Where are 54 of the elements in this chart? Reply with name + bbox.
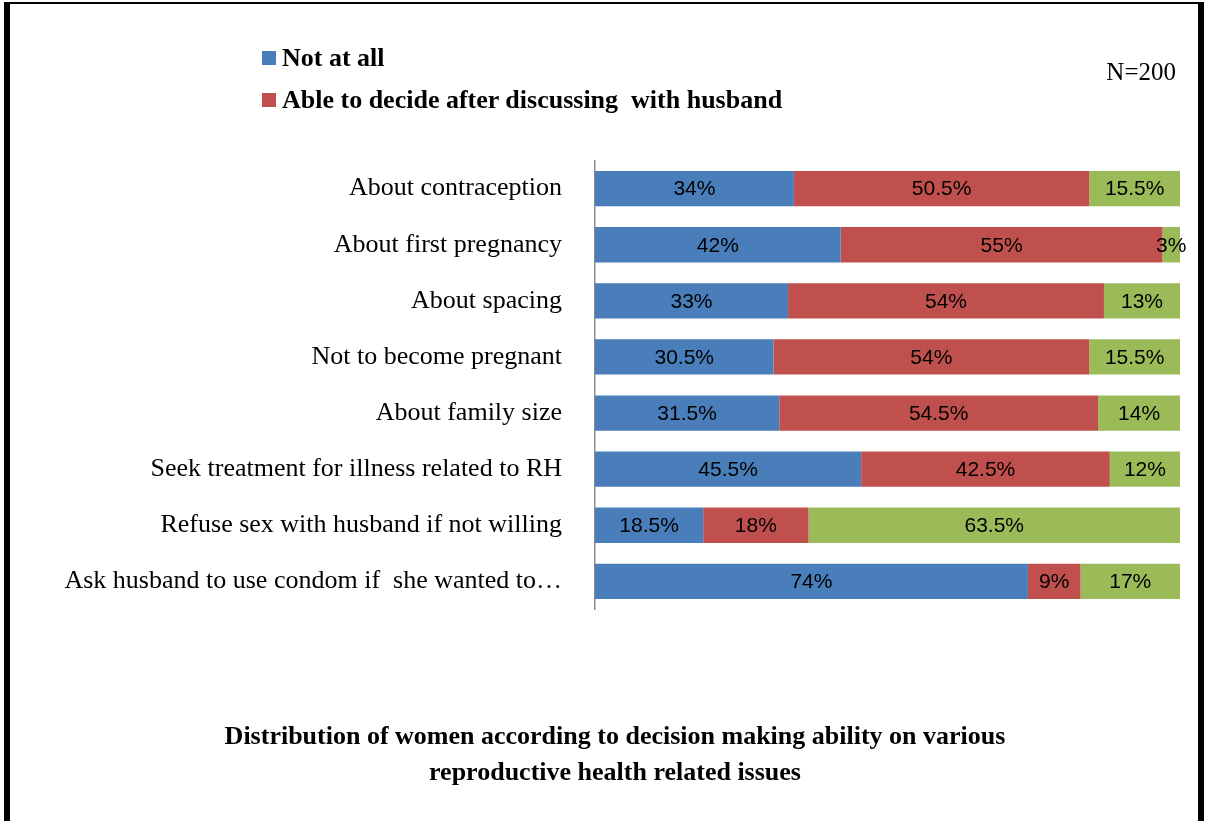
- bar: [788, 283, 1104, 319]
- data-label: 45.5%: [698, 456, 758, 480]
- text: N=200: [1106, 58, 1176, 86]
- legend-label: Able to decide after discussing with husband: [282, 85, 783, 115]
- data-label: 14%: [1118, 400, 1161, 424]
- data-label: 17%: [1109, 569, 1152, 593]
- data-label: 55%: [980, 232, 1023, 256]
- data-label: 54.5%: [908, 400, 969, 424]
- bar: [1098, 395, 1180, 431]
- bar: [595, 451, 862, 487]
- bar: [595, 283, 789, 319]
- y-tick-label: About family size: [375, 396, 562, 426]
- data-label: 54%: [924, 288, 968, 312]
- data-label: 31.5%: [657, 400, 717, 424]
- bar: [595, 227, 841, 263]
- bar: [779, 395, 1099, 431]
- bar: [1080, 563, 1180, 600]
- bar: [1109, 451, 1180, 487]
- bar: [793, 170, 1090, 207]
- data-label: 9%: [1039, 569, 1070, 593]
- y-tick-label: Ask husband to use condom if she wanted to…: [64, 565, 562, 595]
- bar: [595, 395, 780, 431]
- bar: [808, 507, 1180, 543]
- data-label: 12%: [1123, 456, 1166, 480]
- bar: [703, 507, 809, 543]
- y-tick-label: Refuse sex with husband if not willing: [160, 509, 562, 539]
- bar: [595, 170, 794, 207]
- data-label: 18%: [734, 513, 777, 537]
- text: Distribution of women according to decision making ability on various reproductive health related issues: [223, 720, 1007, 788]
- data-label: 15.5%: [1104, 344, 1165, 368]
- data-label: 33%: [670, 288, 713, 312]
- data-label: 42.5%: [955, 456, 1016, 480]
- data-label: 63.5%: [964, 513, 1025, 537]
- data-label: 50.5%: [911, 176, 972, 200]
- y-tick-label: Not to become pregnant: [311, 340, 563, 370]
- y-tick-label: Seek treatment for illness related to RH: [150, 452, 563, 482]
- data-label: 13%: [1120, 288, 1163, 312]
- y-tick-label: About contraception: [349, 172, 562, 202]
- data-label: 15.5%: [1104, 176, 1165, 200]
- y-tick-label: About first pregnancy: [333, 228, 562, 258]
- legend-label: Not at all: [282, 43, 385, 73]
- bar: [595, 339, 774, 375]
- data-label: 42%: [696, 232, 739, 256]
- data-label: 18.5%: [619, 513, 679, 537]
- y-tick-label: About spacing: [411, 284, 562, 314]
- bar: [1103, 283, 1180, 319]
- bar: [861, 451, 1110, 487]
- bar: [773, 339, 1090, 375]
- data-label: 54%: [910, 344, 953, 368]
- data-label: 34%: [673, 176, 716, 200]
- data-label: 74%: [790, 569, 833, 593]
- data-label: 30.5%: [654, 344, 714, 368]
- bar: [595, 563, 1028, 600]
- bar: [1089, 339, 1180, 375]
